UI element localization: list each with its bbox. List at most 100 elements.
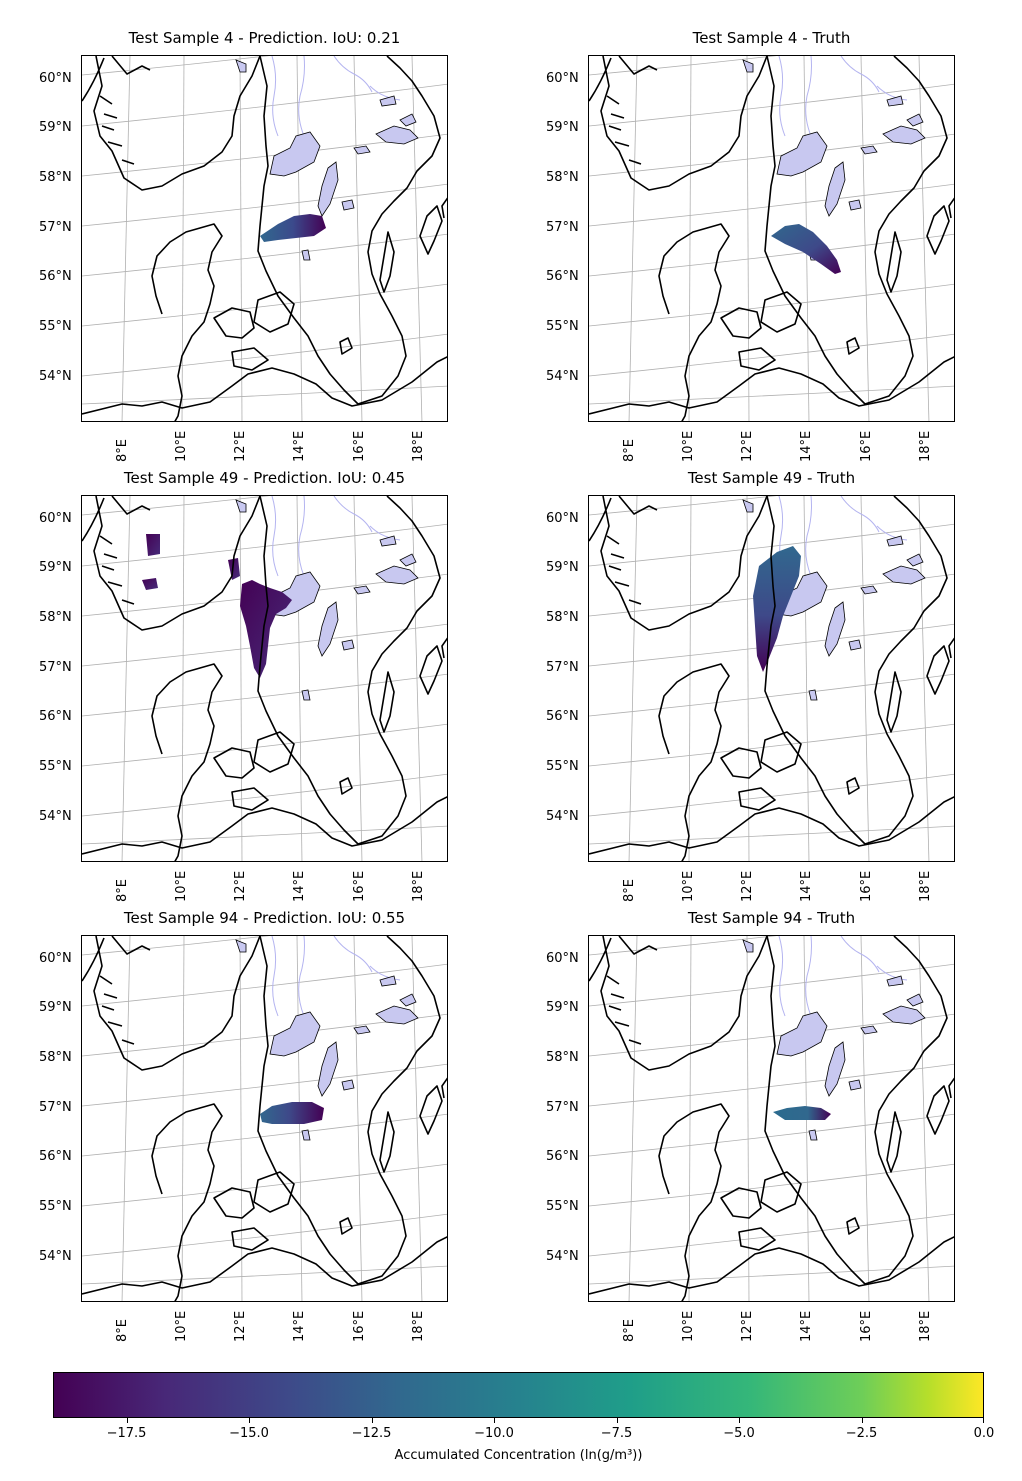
colorbar-tick — [494, 1418, 495, 1423]
longitude-label: 10°E — [681, 430, 696, 462]
latitude-label: 57°N — [39, 220, 72, 235]
colorbar-tick — [983, 1418, 984, 1423]
longitude-label: 14°E — [799, 1310, 814, 1342]
latitude-label: 59°N — [546, 120, 579, 135]
map-frame — [588, 495, 955, 862]
longitude-label: 14°E — [292, 430, 307, 462]
colorbar-tick — [739, 1418, 740, 1423]
coastlines — [589, 496, 954, 861]
concentration-plume — [142, 534, 292, 678]
latitude-label: 55°N — [39, 1199, 72, 1214]
latitude-label: 57°N — [546, 1100, 579, 1115]
colorbar-section: Accumulated Concentration (ln(g/m³)) −17… — [53, 1372, 994, 1472]
map-canvas — [589, 496, 954, 861]
colorbar-tick-label: −12.5 — [351, 1426, 392, 1441]
latitude-label: 60°N — [546, 71, 579, 86]
longitude-label: 18°E — [918, 870, 933, 902]
panel-title: Test Sample 4 - Prediction. IoU: 0.21 — [128, 29, 401, 47]
longitude-label: 12°E — [740, 870, 755, 902]
latitude-label: 59°N — [39, 120, 72, 135]
lakes — [742, 499, 926, 701]
longitude-label: 8°E — [115, 439, 130, 462]
colorbar-tick-label: −15.0 — [229, 1426, 269, 1441]
longitude-label: 18°E — [918, 430, 933, 462]
latitude-label: 60°N — [546, 511, 579, 526]
map-panel-sample4-truth: Test Sample 4 - Truth 60°N 59°N 58°N 57°N 56… — [546, 29, 955, 462]
coastlines — [589, 936, 954, 1301]
latitude-label: 59°N — [546, 1000, 579, 1015]
latitude-label: 55°N — [546, 319, 579, 334]
longitude-label: 10°E — [681, 1310, 696, 1342]
longitude-label: 16°E — [352, 870, 367, 902]
map-panel-sample49-truth: Test Sample 49 - Truth 60°N 59°N 58°N 57°N 5… — [546, 469, 955, 902]
longitude-label: 18°E — [918, 1310, 933, 1342]
longitude-label: 10°E — [174, 1310, 189, 1342]
panel-title: Test Sample 49 - Prediction. IoU: 0.45 — [123, 469, 406, 487]
longitude-label: 10°E — [681, 870, 696, 902]
rivers — [271, 936, 401, 1017]
colorbar-tick — [249, 1418, 250, 1423]
latitude-label: 59°N — [546, 560, 579, 575]
longitude-label: 18°E — [411, 870, 426, 902]
latitude-label: 57°N — [39, 1100, 72, 1115]
latitude-label: 56°N — [39, 709, 72, 724]
latitude-label: 55°N — [546, 1199, 579, 1214]
latitude-label: 56°N — [546, 269, 579, 284]
longitude-label: 12°E — [233, 430, 248, 462]
latitude-label: 55°N — [39, 319, 72, 334]
map-canvas — [82, 56, 447, 421]
longitude-label: 16°E — [352, 1310, 367, 1342]
map-canvas — [82, 936, 447, 1301]
latitude-label: 60°N — [39, 71, 72, 86]
longitude-label: 16°E — [352, 430, 367, 462]
colorbar-tick — [616, 1418, 618, 1423]
latitude-label: 58°N — [546, 170, 579, 185]
latitude-label: 54°N — [546, 369, 579, 384]
map-panel-sample94-prediction: Test Sample 94 - Prediction. IoU: 0.55 6… — [39, 909, 448, 1342]
panel-title: Test Sample 94 - Prediction. IoU: 0.55 — [123, 909, 406, 927]
lakes — [235, 59, 419, 261]
latitude-label: 59°N — [39, 560, 72, 575]
colorbar-label: Accumulated Concentration (ln(g/m³)) — [394, 1448, 643, 1463]
latitude-label: 58°N — [39, 170, 72, 185]
longitude-label: 10°E — [174, 430, 189, 462]
colorbar-tick-label: −2.5 — [845, 1426, 878, 1441]
colorbar-tick-label: −5.0 — [723, 1426, 755, 1441]
panel-title: Test Sample 49 - Truth — [687, 469, 856, 487]
colorbar-tick-label: −7.5 — [600, 1426, 633, 1441]
latitude-label: 54°N — [39, 809, 72, 824]
colorbar-tick — [371, 1418, 373, 1423]
rivers — [778, 936, 908, 1017]
longitude-label: 14°E — [799, 870, 814, 902]
longitude-label: 14°E — [292, 1310, 307, 1342]
colorbar-tick-label: −17.5 — [106, 1426, 147, 1441]
lakes — [742, 939, 926, 1141]
colorbar-tick-label: 0.0 — [973, 1426, 995, 1441]
longitude-label: 18°E — [411, 1310, 426, 1342]
longitude-label: 8°E — [622, 879, 637, 902]
longitude-label: 12°E — [740, 1310, 755, 1342]
panel-title: Test Sample 94 - Truth — [687, 909, 856, 927]
latitude-label: 57°N — [546, 660, 579, 675]
concentration-plume — [753, 546, 801, 672]
latitude-label: 54°N — [546, 809, 579, 824]
latitude-label: 54°N — [39, 369, 72, 384]
latitude-label: 56°N — [39, 1149, 72, 1164]
map-frame — [81, 495, 448, 862]
longitude-label: 14°E — [799, 430, 814, 462]
map-panel-sample49-prediction: Test Sample 49 - Prediction. IoU: 0.45 6… — [39, 469, 448, 902]
lakes — [742, 59, 926, 261]
colorbar-tick — [861, 1418, 863, 1423]
concentration-plume — [260, 1102, 324, 1124]
longitude-label: 16°E — [859, 430, 874, 462]
colorbar-tick — [126, 1418, 128, 1423]
longitude-label: 8°E — [622, 1319, 637, 1342]
longitude-label: 10°E — [174, 870, 189, 902]
rivers — [271, 56, 401, 137]
latitude-label: 55°N — [39, 759, 72, 774]
coastlines — [82, 496, 447, 861]
coastlines — [82, 56, 447, 421]
longitude-label: 12°E — [740, 430, 755, 462]
map-frame — [81, 935, 448, 1302]
map-frame — [588, 935, 955, 1302]
